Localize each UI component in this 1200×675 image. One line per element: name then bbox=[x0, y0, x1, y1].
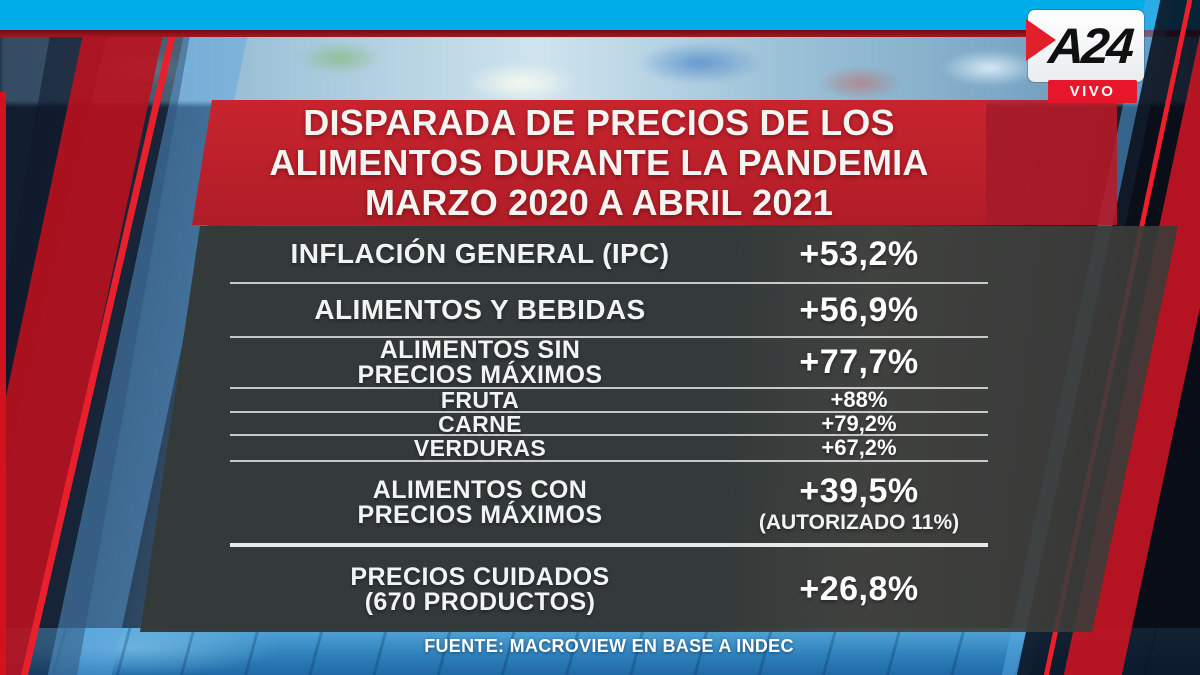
row-value: +77,7% bbox=[799, 343, 919, 381]
row-label: CARNE bbox=[438, 410, 522, 437]
row-label: INFLACIÓN GENERAL (IPC) bbox=[290, 238, 670, 269]
blurred-supermarket-shelves bbox=[0, 28, 1200, 104]
row-label: FRUTA bbox=[440, 387, 520, 413]
headline-line-2: ALIMENTOS DURANTE LA PANDEMIA bbox=[269, 141, 929, 183]
row-value: +79,2% bbox=[821, 410, 897, 436]
row-label-line-2: PRECIOS MÁXIMOS bbox=[357, 500, 603, 529]
table-row: PRECIOS CUIDADOS (670 PRODUCTOS) +26,8% bbox=[230, 547, 988, 632]
live-badge: VIVO bbox=[1048, 80, 1137, 103]
table-row: INFLACIÓN GENERAL (IPC) +53,2% bbox=[230, 226, 988, 284]
row-label: ALIMENTOS Y BEBIDAS bbox=[314, 294, 646, 325]
row-label: ALIMENTOS CON PRECIOS MÁXIMOS bbox=[230, 475, 730, 529]
table-row: VERDURAS +67,2% bbox=[230, 436, 988, 462]
row-label-line-2: (670 PRODUCTOS) bbox=[364, 587, 596, 616]
table-row: CARNE +79,2% bbox=[230, 410, 988, 437]
a24-logo: A24 bbox=[1026, 10, 1144, 82]
row-value: +56,9% bbox=[799, 290, 919, 329]
source-caption: FUENTE: MACROVIEW EN BASE A INDEC bbox=[424, 636, 794, 656]
table-row: FRUTA +88% bbox=[230, 389, 988, 413]
row-value: +26,8% bbox=[799, 570, 919, 608]
row-label-line-1: ALIMENTOS CON bbox=[372, 475, 588, 504]
headline-line-3: MARZO 2020 A ABRIL 2021 bbox=[364, 181, 834, 223]
headline-banner: DISPARADA DE PRECIOS DE LOS ALIMENTOS DU… bbox=[192, 100, 986, 225]
maroon-divider bbox=[0, 30, 1200, 37]
headline-line-1: DISPARADA DE PRECIOS DE LOS bbox=[303, 101, 895, 143]
row-label: VERDURAS bbox=[413, 435, 547, 461]
row-value: +67,2% bbox=[821, 435, 897, 460]
row-label: PRECIOS CUIDADOS (670 PRODUCTOS) bbox=[230, 562, 730, 616]
top-cyan-bar bbox=[0, 0, 1200, 30]
blue-floor-strip bbox=[0, 628, 1200, 675]
headline-text: DISPARADA DE PRECIOS DE LOS ALIMENTOS DU… bbox=[212, 100, 986, 225]
logo-text: A24 bbox=[1046, 18, 1134, 74]
logo-accent-triangle-icon bbox=[1026, 19, 1056, 61]
row-label-line-2: PRECIOS MÁXIMOS bbox=[357, 360, 603, 389]
table-row: ALIMENTOS CON PRECIOS MÁXIMOS +39,5% (AU… bbox=[230, 462, 988, 547]
row-value: +53,2% bbox=[799, 234, 919, 273]
row-label-line-1: ALIMENTOS SIN bbox=[379, 335, 581, 364]
row-label: ALIMENTOS SIN PRECIOS MÁXIMOS bbox=[230, 335, 730, 389]
row-label-line-1: PRECIOS CUIDADOS bbox=[350, 562, 610, 591]
price-table: INFLACIÓN GENERAL (IPC) +53,2% ALIMENTOS… bbox=[230, 226, 988, 632]
row-value-group: +39,5% (AUTORIZADO 11%) bbox=[730, 472, 988, 534]
table-row: ALIMENTOS Y BEBIDAS +56,9% bbox=[230, 284, 988, 338]
data-panel bbox=[140, 226, 1178, 632]
row-value: +39,5% bbox=[799, 471, 919, 510]
row-value: +88% bbox=[830, 387, 888, 412]
table-row: ALIMENTOS SIN PRECIOS MÁXIMOS +77,7% bbox=[230, 335, 988, 389]
row-value-note: (AUTORIZADO 11%) bbox=[758, 510, 960, 534]
banner-side-red-patch bbox=[985, 100, 1117, 225]
left-edge-red-line bbox=[0, 92, 6, 675]
